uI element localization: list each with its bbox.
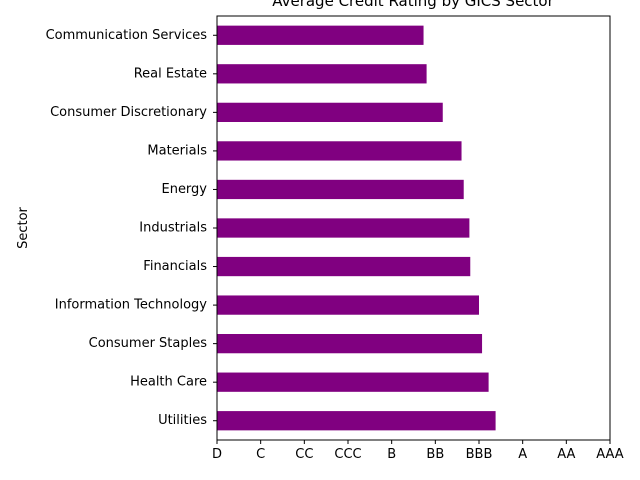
x-tick-label: BBB <box>466 447 493 462</box>
y-tick-label: Information Technology <box>55 298 208 313</box>
x-tick-label: B <box>387 447 396 462</box>
bar-real-estate <box>217 64 427 84</box>
x-tick-label: D <box>212 447 222 462</box>
bar-communication-services <box>217 25 424 45</box>
x-tick-label: BB <box>426 447 444 462</box>
chart-title: Average Credit Rating by GICS Sector <box>272 0 554 10</box>
bar-health-care <box>217 372 489 392</box>
x-tick-label: A <box>518 447 527 462</box>
bar-financials <box>217 256 471 277</box>
y-tick-label: Real Estate <box>134 66 207 81</box>
y-tick-label: Materials <box>147 143 207 158</box>
y-tick-label: Communication Services <box>46 28 208 43</box>
x-tick-label: AA <box>557 447 575 462</box>
bar-consumer-staples <box>217 334 483 354</box>
x-tick-label: CC <box>295 447 313 462</box>
x-tick-label: C <box>256 447 265 462</box>
x-tick-label: CCC <box>334 447 361 462</box>
x-axis: D C CC CCC B BB BBB A AA AAA <box>212 440 624 462</box>
bar-energy <box>217 179 464 200</box>
bar-consumer-discretionary <box>217 102 443 122</box>
y-tick-label: Industrials <box>139 221 207 236</box>
x-tick-label: AAA <box>596 447 624 462</box>
bar-materials <box>217 141 462 161</box>
y-tick-label: Consumer Discretionary <box>50 105 207 120</box>
y-tick-label: Health Care <box>130 375 207 390</box>
y-axis: Utilities Health Care Consumer Staples Info… <box>46 28 217 428</box>
plot-frame <box>216 15 611 441</box>
bar-utilities <box>217 411 496 431</box>
bar-industrials <box>217 218 470 238</box>
y-tick-label: Energy <box>161 182 207 197</box>
bars-group <box>217 25 496 431</box>
y-axis-title: Sector <box>16 206 31 248</box>
bar-information-technology <box>217 295 479 315</box>
y-tick-label: Financials <box>143 259 207 274</box>
y-tick-label: Consumer Staples <box>89 336 208 351</box>
y-tick-label: Utilities <box>158 413 207 428</box>
